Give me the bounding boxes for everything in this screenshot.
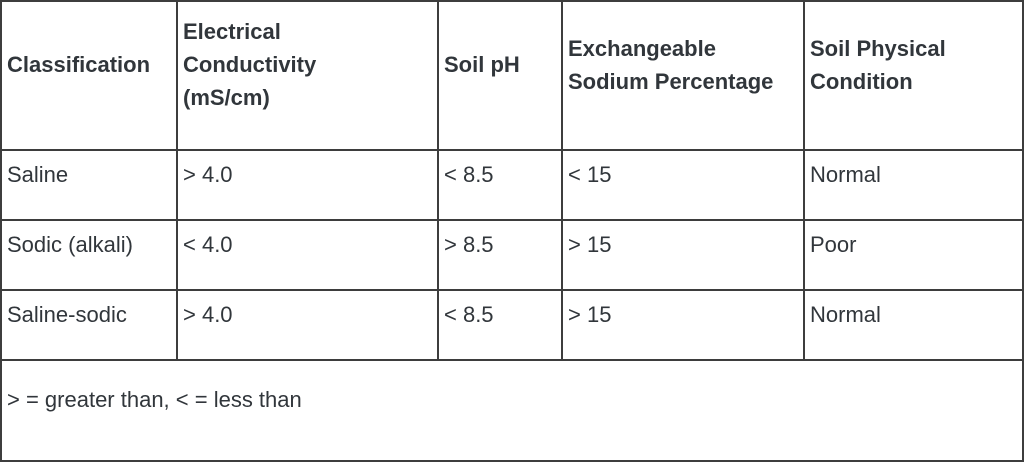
cell-exchangeable-sodium-percentage: > 15 bbox=[561, 219, 805, 291]
table-row-saline: Saline > 4.0 < 8.5 < 15 Normal bbox=[0, 149, 1024, 221]
cell-electrical-conductivity: > 4.0 bbox=[176, 289, 439, 361]
cell-soil-physical-condition: Normal bbox=[803, 149, 1024, 221]
cell-exchangeable-sodium-percentage: < 15 bbox=[561, 149, 805, 221]
header-cell-electrical-conductivity: Electrical Conductivity (mS/cm) bbox=[176, 0, 439, 151]
table-header-row: Classification Electrical Conductivity (… bbox=[0, 0, 1024, 151]
cell-classification: Saline-sodic bbox=[0, 289, 178, 361]
cell-exchangeable-sodium-percentage: > 15 bbox=[561, 289, 805, 361]
cell-electrical-conductivity: > 4.0 bbox=[176, 149, 439, 221]
header-cell-classification: Classification bbox=[0, 0, 178, 151]
cell-classification: Saline bbox=[0, 149, 178, 221]
table-footnote-row: > = greater than, < = less than bbox=[0, 359, 1024, 462]
header-cell-soil-ph: Soil pH bbox=[437, 0, 563, 151]
cell-classification: Sodic (alkali) bbox=[0, 219, 178, 291]
cell-soil-ph: < 8.5 bbox=[437, 289, 563, 361]
cell-electrical-conductivity: < 4.0 bbox=[176, 219, 439, 291]
table-row-saline-sodic: Saline-sodic > 4.0 < 8.5 > 15 Normal bbox=[0, 289, 1024, 361]
header-cell-exchangeable-sodium-percentage: Exchangeable Sodium Percentage bbox=[561, 0, 805, 151]
table-row-sodic-alkali: Sodic (alkali) < 4.0 > 8.5 > 15 Poor bbox=[0, 219, 1024, 291]
cell-soil-physical-condition: Normal bbox=[803, 289, 1024, 361]
cell-soil-physical-condition: Poor bbox=[803, 219, 1024, 291]
header-cell-soil-physical-condition: Soil Physical Condition bbox=[803, 0, 1024, 151]
cell-soil-ph: < 8.5 bbox=[437, 149, 563, 221]
table-footnote: > = greater than, < = less than bbox=[0, 359, 1024, 462]
cell-soil-ph: > 8.5 bbox=[437, 219, 563, 291]
